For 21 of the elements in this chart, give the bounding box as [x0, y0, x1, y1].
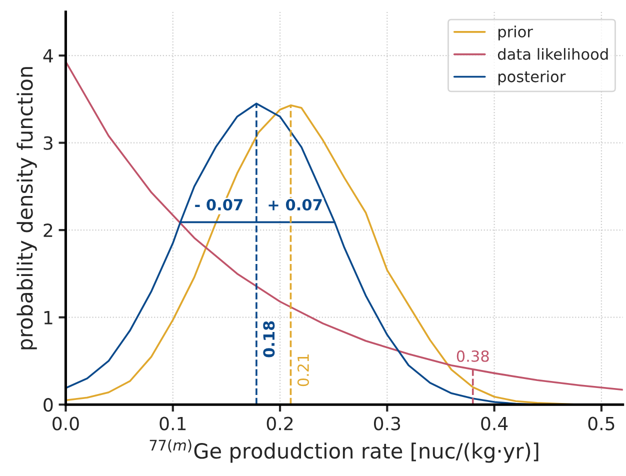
ref-line-label: 0.21 — [297, 354, 309, 386]
y-tick-label: 3 — [44, 136, 52, 150]
legend-label: data likelihood — [498, 48, 608, 60]
x-axis-title: $^{77(m)}$Ge produdction rate [nuc/(kg·yr)] — [150, 439, 538, 463]
x-tick-label: 0.1 — [160, 416, 186, 430]
x-tick-label: 0.4 — [481, 416, 508, 430]
x-tick-label: 0.2 — [266, 416, 293, 430]
annotation: - 0.07 — [195, 198, 242, 211]
legend-label: posterior — [498, 70, 566, 86]
y-tick-label: 1 — [44, 311, 52, 324]
ref-line-label: 0.38 — [456, 350, 489, 362]
x-tick-label: 0.3 — [374, 416, 400, 430]
legend-label: prior — [498, 26, 533, 40]
annotation: + 0.07 — [268, 198, 322, 211]
y-tick-label: 2 — [44, 224, 52, 237]
y-tick-label: 4 — [43, 49, 53, 62]
y-tick-label: 0 — [44, 398, 53, 412]
x-tick-label: 0.0 — [52, 416, 79, 430]
y-axis-title: probability density function — [16, 67, 37, 350]
ref-line-label: 0.18 — [263, 321, 275, 358]
x-tick-label: 0.5 — [588, 416, 614, 430]
